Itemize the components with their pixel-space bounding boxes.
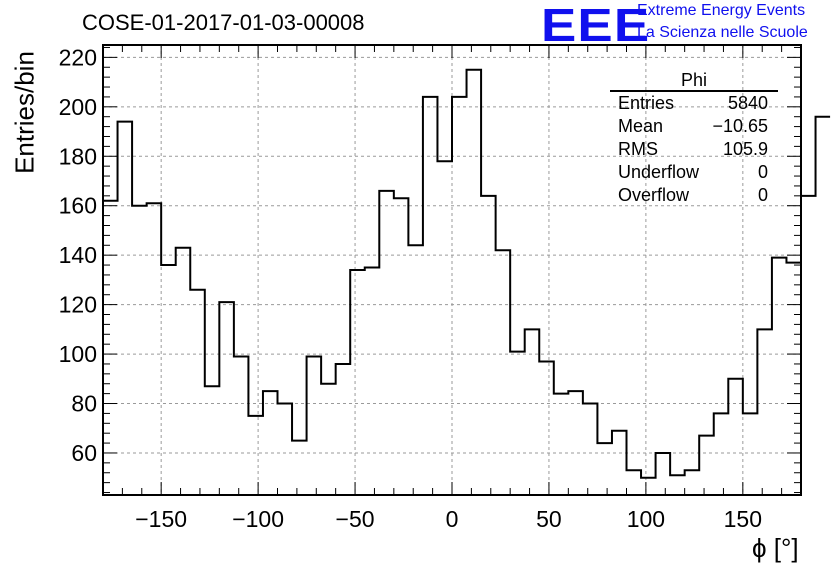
histogram-bin bbox=[219, 302, 234, 495]
stats-value: 105.9 bbox=[722, 139, 768, 159]
histogram-bin bbox=[801, 196, 816, 495]
plot-frame bbox=[102, 44, 802, 496]
histogram-bin bbox=[656, 453, 671, 495]
histogram-bin bbox=[350, 270, 365, 495]
histogram-bin bbox=[510, 352, 525, 495]
histogram-bin bbox=[263, 391, 278, 495]
histogram-bin bbox=[205, 386, 220, 495]
histogram-bin bbox=[161, 265, 176, 495]
histogram-bin bbox=[728, 379, 743, 495]
histogram-bin bbox=[641, 478, 656, 495]
histogram-bin bbox=[394, 198, 409, 495]
histogram-bin bbox=[132, 206, 147, 495]
histogram-bin bbox=[234, 357, 249, 495]
stats-value: 5840 bbox=[727, 93, 768, 113]
histogram-bin bbox=[278, 404, 293, 495]
stats-value: 0 bbox=[757, 162, 768, 182]
stats-box: Phi Entries 5840 Mean −10.65 RMS 105.9 U… bbox=[610, 70, 778, 207]
histogram-bin bbox=[118, 122, 133, 495]
histogram-bin bbox=[568, 391, 583, 495]
histogram-bin bbox=[408, 245, 423, 495]
histogram-bin bbox=[627, 470, 642, 495]
histogram-bin bbox=[365, 268, 380, 495]
stats-label: Underflow bbox=[618, 162, 700, 182]
histogram-bin bbox=[670, 475, 685, 495]
stats-value: 0 bbox=[757, 185, 768, 205]
histogram-bin bbox=[816, 117, 831, 495]
y-tick-label: 60 bbox=[71, 440, 97, 466]
stats-row-mean: Mean −10.65 bbox=[610, 115, 778, 138]
histogram-bin bbox=[437, 161, 452, 495]
histogram-bin bbox=[496, 250, 511, 495]
histogram-bin bbox=[554, 394, 569, 495]
histogram-bin bbox=[583, 404, 598, 495]
histogram-bin bbox=[772, 258, 787, 495]
histogram-bin bbox=[539, 361, 554, 495]
y-tick-label: 140 bbox=[59, 242, 97, 268]
y-tick-label: 200 bbox=[59, 94, 97, 120]
histogram-bin bbox=[379, 191, 394, 495]
stats-label: Entries bbox=[618, 93, 675, 113]
histogram-bin bbox=[597, 443, 612, 495]
stats-label: Mean bbox=[618, 116, 664, 136]
stats-label: Overflow bbox=[618, 185, 690, 205]
y-axis-label: Entries/bin bbox=[9, 51, 40, 174]
histogram-bin bbox=[786, 263, 801, 495]
stats-row-underflow: Underflow 0 bbox=[610, 161, 778, 184]
histogram-bin bbox=[292, 441, 307, 495]
histogram-bin bbox=[743, 413, 758, 495]
histogram-bin bbox=[481, 196, 496, 495]
histogram-bin bbox=[248, 416, 263, 495]
plot-title: COSE-01-2017-01-03-00008 bbox=[82, 10, 365, 35]
histogram-bin bbox=[190, 290, 205, 495]
histogram-outline bbox=[103, 68, 831, 479]
histogram-bin bbox=[103, 201, 118, 495]
histogram-bin bbox=[467, 70, 482, 495]
y-tick-label: 220 bbox=[59, 44, 97, 70]
stats-row-rms: RMS 105.9 bbox=[610, 138, 778, 161]
histogram-bin bbox=[525, 329, 540, 495]
brand-line-1: Extreme Energy Events bbox=[637, 2, 806, 19]
y-tick-label: 80 bbox=[71, 391, 97, 417]
x-axis-label: ϕ [°] bbox=[752, 533, 799, 563]
histogram-bin bbox=[176, 248, 191, 495]
histogram-bin bbox=[452, 97, 467, 495]
histogram-bin bbox=[336, 364, 351, 495]
brand-line-2: La Scienza nelle Scuole bbox=[637, 24, 808, 41]
y-tick-label: 160 bbox=[59, 193, 97, 219]
y-tick-label: 100 bbox=[59, 341, 97, 367]
y-tick-label: 180 bbox=[59, 143, 97, 169]
x-tick-label: 100 bbox=[627, 506, 665, 532]
eee-logo: EEE bbox=[541, 0, 651, 51]
x-tick-label: −100 bbox=[232, 506, 284, 532]
histogram-bin bbox=[147, 203, 162, 495]
stats-label: RMS bbox=[618, 139, 658, 159]
x-tick-label: 50 bbox=[536, 506, 562, 532]
x-tick-label: −50 bbox=[336, 506, 375, 532]
histogram-bin bbox=[307, 357, 322, 495]
x-tick-label: 150 bbox=[724, 506, 762, 532]
x-tick-label: 0 bbox=[446, 506, 459, 532]
histogram-bin bbox=[321, 384, 336, 495]
x-tick-label: −150 bbox=[135, 506, 187, 532]
stats-row-overflow: Overflow 0 bbox=[610, 184, 778, 207]
stats-value: −10.65 bbox=[712, 116, 768, 136]
stats-row-entries: Entries 5840 bbox=[610, 92, 778, 115]
histogram-bin bbox=[714, 413, 729, 495]
stats-box-title: Phi bbox=[610, 70, 778, 92]
histogram-bin bbox=[685, 470, 700, 495]
histogram-bin bbox=[699, 436, 714, 495]
y-tick-label: 120 bbox=[59, 292, 97, 318]
histogram-bin bbox=[423, 97, 438, 495]
histogram-bin bbox=[612, 431, 627, 495]
histogram-bin bbox=[757, 329, 772, 495]
